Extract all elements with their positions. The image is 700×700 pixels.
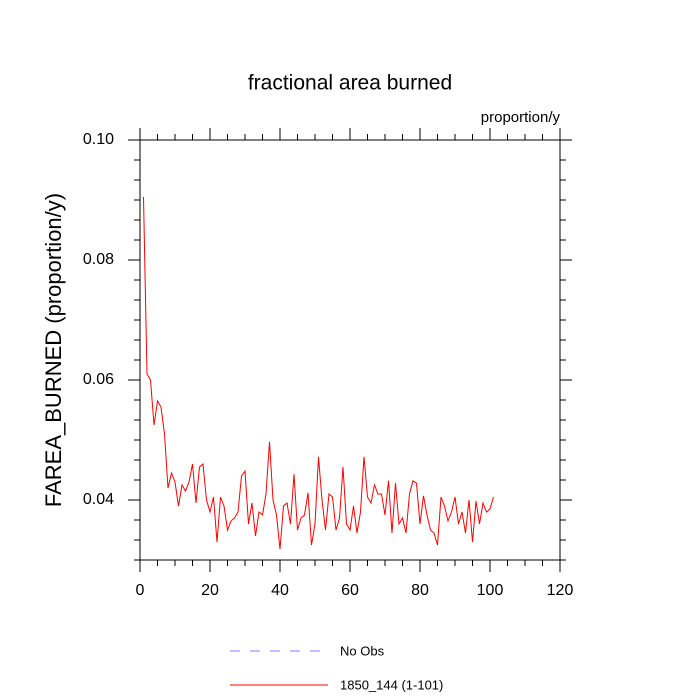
chart-subtitle: proportion/y bbox=[481, 109, 561, 126]
x-tick-label: 80 bbox=[411, 582, 429, 599]
chart-title: fractional area burned bbox=[248, 72, 452, 95]
y-axis-label: FAREA_BURNED (proportion/y) bbox=[41, 193, 66, 507]
y-tick-label: 0.04 bbox=[83, 491, 114, 508]
legend-label: 1850_144 (1-101) bbox=[340, 677, 443, 692]
x-tick-label: 120 bbox=[547, 582, 574, 599]
x-tick-label: 40 bbox=[271, 582, 289, 599]
y-tick-label: 0.08 bbox=[83, 251, 114, 268]
x-tick-label: 60 bbox=[341, 582, 359, 599]
legend-label: No Obs bbox=[340, 643, 385, 658]
x-tick-label: 100 bbox=[477, 582, 504, 599]
data-line bbox=[143, 196, 494, 550]
x-tick-label: 20 bbox=[201, 582, 219, 599]
y-tick-label: 0.06 bbox=[83, 371, 114, 388]
y-tick-label: 0.10 bbox=[83, 131, 114, 148]
x-tick-label: 0 bbox=[136, 582, 145, 599]
